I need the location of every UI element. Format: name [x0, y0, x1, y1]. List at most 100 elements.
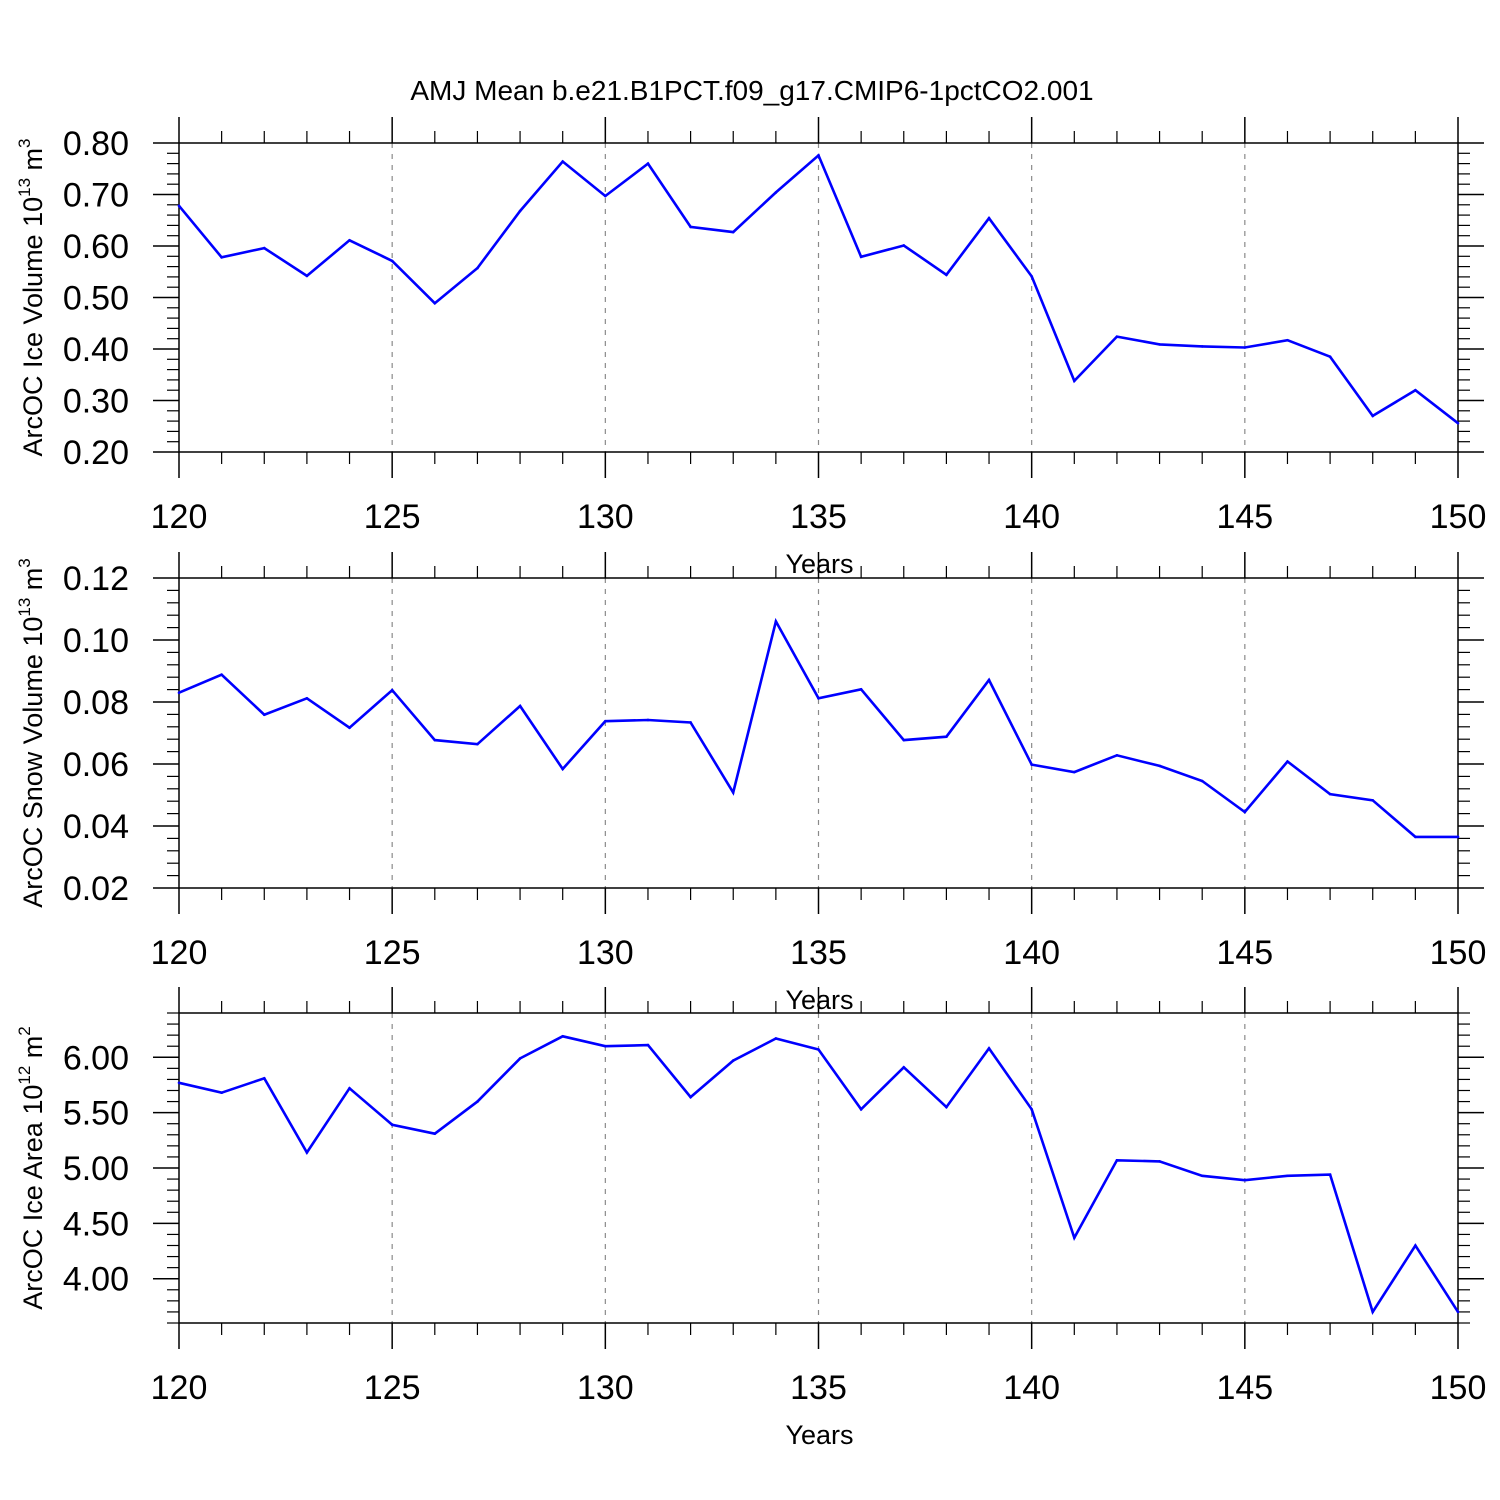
- data-point: [817, 154, 820, 157]
- data-point: [1030, 763, 1033, 766]
- y-tick-label: 0.70: [63, 177, 129, 215]
- data-point: [390, 688, 394, 692]
- data-point: [262, 246, 266, 250]
- data-point: [646, 718, 650, 722]
- y-tick-label: 0.04: [63, 808, 129, 846]
- x-tick-label: 150: [1430, 498, 1487, 536]
- data-point: [1456, 1310, 1460, 1314]
- panel-1: 120 125 130 135 140 145 150 Years 0.20 0.30 0.40 0.…: [15, 117, 1486, 579]
- data-point: [476, 1100, 479, 1103]
- y-axis-label: ArcOC Snow Volume 1013 m3: [15, 558, 48, 908]
- data-point: [518, 1057, 522, 1060]
- data-point: [1414, 388, 1417, 392]
- y-tick-label: 0.10: [63, 622, 129, 660]
- data-point: [1328, 355, 1332, 359]
- data-point: [1414, 835, 1417, 839]
- y-tick-label: 0.50: [63, 280, 129, 318]
- x-axis-label: Years: [785, 1420, 853, 1450]
- data-point: [859, 1108, 863, 1111]
- data-point: [731, 1059, 735, 1062]
- data-point: [1243, 810, 1247, 814]
- panel-3: 120 125 130 135 140 145 150 Years 4.00 4.50 5.00 5.…: [15, 987, 1486, 1450]
- data-point: [476, 266, 479, 270]
- data-point: [987, 216, 991, 220]
- data-point: [1414, 1244, 1417, 1247]
- data-point: [689, 1095, 692, 1099]
- data-point: [1073, 770, 1076, 774]
- data-point: [561, 1034, 564, 1038]
- y-tick-label: 0.30: [63, 383, 129, 421]
- data-point: [1286, 760, 1289, 763]
- data-point: [305, 696, 309, 700]
- data-point: [262, 713, 266, 717]
- data-point: [1371, 1310, 1375, 1314]
- data-point: [1456, 835, 1460, 839]
- data-point: [1073, 379, 1076, 383]
- data-point: [1115, 335, 1119, 338]
- data-point: [817, 696, 820, 700]
- x-tick-label: 125: [364, 1369, 421, 1407]
- x-tick-label: 135: [790, 498, 847, 536]
- data-point: [220, 673, 223, 677]
- data-point: [646, 162, 650, 165]
- data-point: [987, 1047, 991, 1050]
- data-point: [1115, 754, 1119, 757]
- x-tick-label: 120: [151, 498, 208, 536]
- data-point: [1073, 1236, 1076, 1240]
- x-tick-label: 125: [364, 498, 421, 536]
- data-point: [604, 719, 607, 723]
- data-point: [177, 691, 181, 694]
- data-point: [731, 230, 735, 234]
- x-tick-label: 130: [577, 934, 634, 972]
- data-point: [945, 1105, 948, 1109]
- data-point: [1456, 421, 1460, 425]
- y-tick-label: 0.80: [63, 125, 129, 163]
- y-tick-label: 0.08: [63, 684, 129, 722]
- x-tick-label: 135: [790, 934, 847, 972]
- y-tick-label: 0.20: [63, 434, 129, 472]
- data-point: [1158, 343, 1161, 346]
- data-point: [646, 1043, 650, 1047]
- data-point: [433, 301, 437, 305]
- data-point: [1371, 798, 1375, 802]
- data-point: [433, 738, 437, 742]
- x-tick-label: 145: [1216, 934, 1273, 972]
- x-tick-label: 120: [151, 934, 208, 972]
- x-axis-label: Years: [785, 549, 853, 579]
- x-tick-label: 130: [577, 1369, 634, 1407]
- data-point: [348, 239, 351, 242]
- data-point: [945, 273, 948, 277]
- data-point: [1371, 414, 1375, 418]
- x-tick-label: 150: [1430, 934, 1487, 972]
- x-tick-label: 135: [790, 1369, 847, 1407]
- data-point: [902, 244, 906, 247]
- data-point: [1115, 1158, 1119, 1162]
- x-axis-label: Years: [785, 985, 853, 1015]
- y-tick-label: 0.06: [63, 746, 129, 784]
- data-point: [177, 1081, 181, 1085]
- data-point: [1328, 1173, 1332, 1176]
- x-tick-label: 140: [1003, 498, 1060, 536]
- data-point: [561, 767, 564, 771]
- panel-2: 120 125 130 135 140 145 150 Years 0.02 0.04 0.06 0.…: [15, 552, 1486, 1015]
- data-point: [987, 678, 991, 682]
- x-tick-label: 150: [1430, 1369, 1487, 1407]
- data-point: [220, 1091, 223, 1095]
- y-tick-label: 0.60: [63, 228, 129, 266]
- x-tick-label: 145: [1216, 1369, 1273, 1407]
- y-tick-label: 0.12: [63, 560, 129, 598]
- data-point: [177, 204, 181, 208]
- x-tick-label: 130: [577, 498, 634, 536]
- data-point: [1200, 1174, 1204, 1178]
- data-point: [305, 274, 309, 278]
- data-point: [1200, 345, 1204, 348]
- data-point: [262, 1077, 266, 1080]
- x-tick-label: 145: [1216, 498, 1273, 536]
- data-point: [774, 191, 778, 194]
- y-axis-label: ArcOC Ice Area 1012 m2: [15, 1026, 48, 1310]
- data-point: [859, 255, 863, 259]
- y-axis-label: ArcOC Ice Volume 1013 m3: [15, 138, 48, 456]
- data-point: [348, 726, 351, 730]
- data-point: [390, 1123, 394, 1127]
- data-point: [689, 721, 692, 724]
